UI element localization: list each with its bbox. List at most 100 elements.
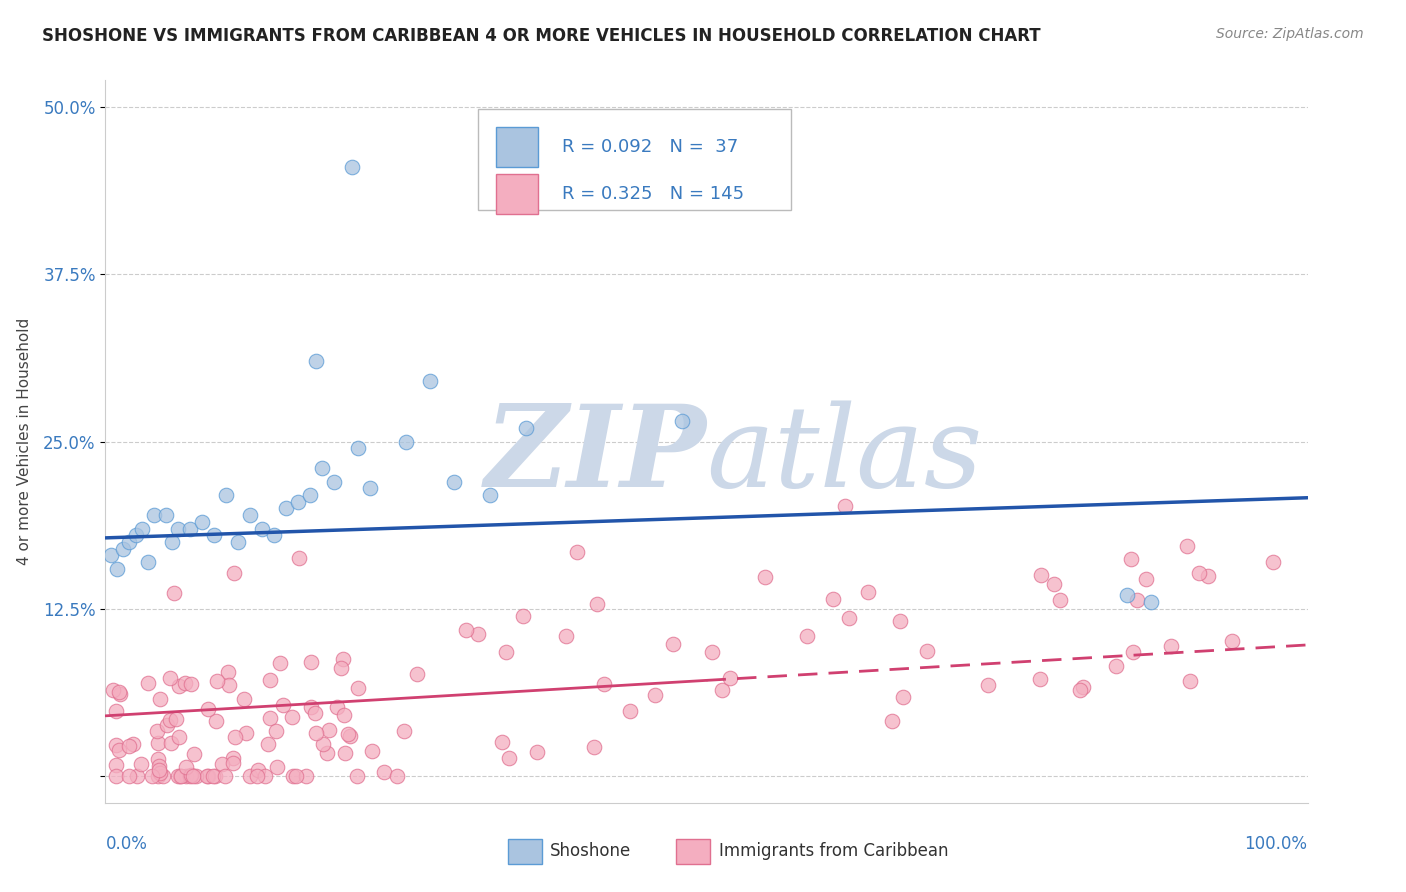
Point <box>1043 577 1066 591</box>
Point <box>181 769 204 783</box>
Point <box>1261 555 1284 569</box>
Point <box>1135 572 1157 586</box>
Text: 100.0%: 100.0% <box>1244 835 1308 854</box>
Text: ZIP: ZIP <box>485 401 707 511</box>
Point <box>456 624 478 638</box>
Point <box>295 769 318 783</box>
Point <box>112 541 135 556</box>
Point <box>891 690 914 705</box>
Point <box>222 566 245 580</box>
Text: Shoshone: Shoshone <box>550 842 631 860</box>
Point <box>250 521 273 535</box>
Point <box>281 710 304 724</box>
Point <box>163 586 186 600</box>
Point <box>1122 645 1144 659</box>
Point <box>105 704 128 718</box>
Point <box>565 545 588 559</box>
Point <box>263 528 285 542</box>
Point <box>226 535 249 549</box>
Point <box>274 501 297 516</box>
Point <box>337 727 360 741</box>
Point <box>1220 634 1243 648</box>
Text: Immigrants from Caribbean: Immigrants from Caribbean <box>718 842 948 860</box>
Point <box>136 555 159 569</box>
Point <box>121 737 143 751</box>
Point <box>180 767 202 781</box>
Point <box>146 751 169 765</box>
Text: 0.0%: 0.0% <box>105 835 148 854</box>
Text: atlas: atlas <box>707 401 983 511</box>
Point <box>1197 569 1219 583</box>
Point <box>419 375 441 389</box>
Point <box>917 644 939 658</box>
Point <box>443 475 465 489</box>
Point <box>515 421 537 435</box>
Point <box>166 521 188 535</box>
Point <box>127 769 149 783</box>
Point <box>167 769 190 783</box>
Text: R = 0.325   N = 145: R = 0.325 N = 145 <box>562 185 744 203</box>
Point <box>246 769 269 783</box>
Point <box>104 769 127 783</box>
Point <box>1140 595 1163 609</box>
Point <box>222 756 245 770</box>
Point <box>298 488 321 502</box>
Point <box>266 760 288 774</box>
Point <box>160 535 183 549</box>
Point <box>174 759 197 773</box>
Point <box>131 521 153 535</box>
Point <box>197 769 219 783</box>
Y-axis label: 4 or more Vehicles in Household: 4 or more Vehicles in Household <box>17 318 32 566</box>
Text: Source: ZipAtlas.com: Source: ZipAtlas.com <box>1216 27 1364 41</box>
Point <box>110 687 132 701</box>
Point <box>218 678 240 692</box>
Point <box>281 769 304 783</box>
Point <box>644 688 666 702</box>
Point <box>1188 566 1211 580</box>
Point <box>821 592 844 607</box>
Point <box>179 521 201 535</box>
Point <box>118 535 141 549</box>
Point <box>346 769 368 783</box>
Point <box>104 758 127 772</box>
Point <box>118 769 141 783</box>
Point <box>165 712 187 726</box>
Point <box>491 735 513 749</box>
Point <box>155 508 177 523</box>
Point <box>467 626 489 640</box>
FancyBboxPatch shape <box>508 838 541 864</box>
Point <box>205 673 228 688</box>
Point <box>1069 683 1091 698</box>
Point <box>304 706 326 720</box>
Point <box>1178 673 1201 688</box>
Point <box>671 414 693 429</box>
Point <box>385 769 408 783</box>
Point <box>129 756 152 771</box>
Point <box>107 562 129 576</box>
Point <box>1105 658 1128 673</box>
Point <box>256 737 278 751</box>
Point <box>392 723 415 738</box>
Point <box>340 161 363 175</box>
Point <box>138 675 160 690</box>
Point <box>201 769 224 783</box>
Point <box>593 677 616 691</box>
Point <box>882 714 904 729</box>
Point <box>661 637 683 651</box>
Point <box>285 769 308 783</box>
Point <box>512 608 534 623</box>
Point <box>159 671 181 685</box>
Point <box>107 743 129 757</box>
Point <box>170 769 193 783</box>
Point <box>186 769 208 783</box>
Point <box>217 665 239 679</box>
Point <box>301 699 323 714</box>
Point <box>318 723 340 738</box>
Point <box>1031 568 1053 582</box>
Point <box>108 685 131 699</box>
Point <box>585 597 607 611</box>
FancyBboxPatch shape <box>478 109 790 211</box>
Point <box>700 645 723 659</box>
Point <box>498 751 520 765</box>
Point <box>148 759 170 773</box>
